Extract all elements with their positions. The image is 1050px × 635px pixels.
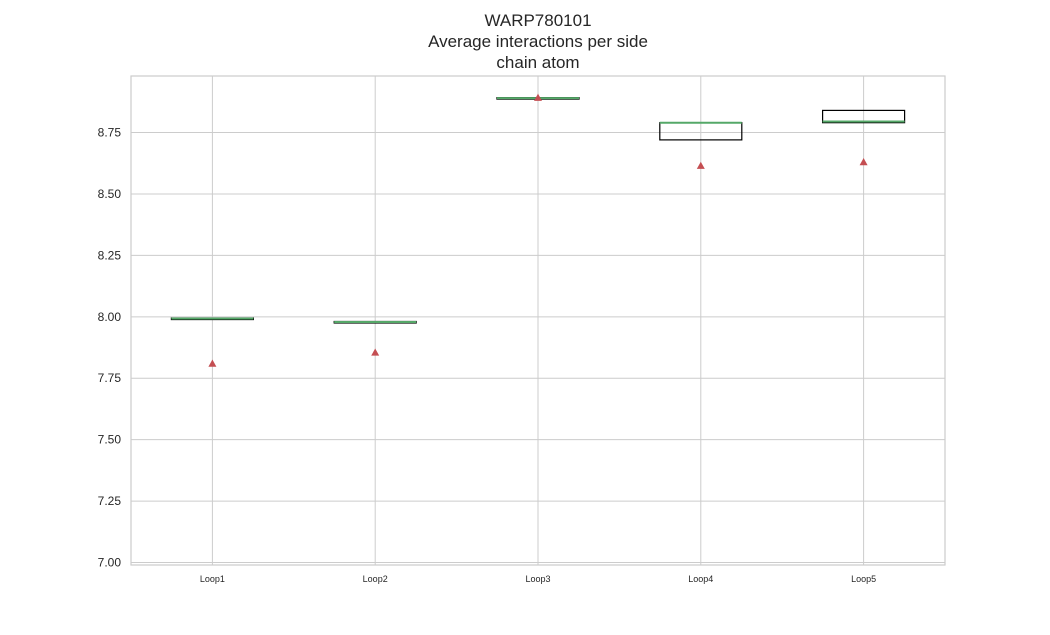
mean-marker-loop4 <box>696 161 705 169</box>
x-axis-ticks: Loop1 Loop2 Loop3 Loop4 Loop5 <box>200 574 876 584</box>
y-tick-label: 7.25 <box>98 494 122 508</box>
x-tick-label: Loop2 <box>363 574 388 584</box>
y-tick-label: 8.75 <box>98 126 122 140</box>
boxes <box>170 93 906 367</box>
y-tick-label: 7.00 <box>98 556 122 570</box>
x-tick-label: Loop4 <box>688 574 713 584</box>
chart-title-line-1: WARP780101 <box>484 11 591 30</box>
grid <box>131 76 945 565</box>
chart-title-line-3: chain atom <box>496 53 579 72</box>
mean-marker-loop1 <box>208 359 217 367</box>
mean-marker-loop3 <box>534 93 542 101</box>
y-tick-label: 7.75 <box>98 371 122 385</box>
x-tick-label: Loop5 <box>851 574 876 584</box>
x-tick-label: Loop3 <box>525 574 550 584</box>
mean-marker-loop5 <box>859 158 868 166</box>
chart-title-line-2: Average interactions per side <box>428 32 648 51</box>
x-tick-label: Loop1 <box>200 574 225 584</box>
y-tick-label: 8.00 <box>98 310 122 324</box>
mean-marker-loop2 <box>371 348 380 356</box>
y-tick-label: 8.50 <box>98 187 122 201</box>
box-loop5 <box>821 109 906 124</box>
y-tick-label: 8.25 <box>98 248 122 262</box>
y-tick-label: 7.50 <box>98 433 122 447</box>
plot-frame <box>130 75 946 566</box>
y-axis-ticks: 7.00 7.25 7.50 7.75 8.00 8.25 8.50 8.75 <box>98 126 122 570</box>
